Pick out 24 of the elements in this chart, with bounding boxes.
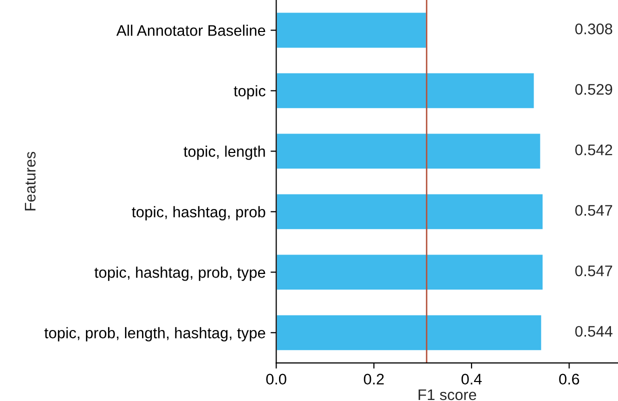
data-label: 0.542 bbox=[575, 144, 612, 156]
data-label: 0.547 bbox=[575, 204, 612, 216]
y-tick-label: topic, prob, length, hashtag, type bbox=[44, 327, 266, 342]
x-tick-label: 0.0 bbox=[266, 374, 286, 385]
data-label: 0.529 bbox=[575, 84, 612, 95]
x-tick-label: 0.6 bbox=[559, 374, 580, 385]
bar bbox=[276, 72, 536, 110]
data-label: 0.308 bbox=[575, 24, 612, 34]
bar bbox=[276, 253, 544, 292]
bar bbox=[276, 192, 544, 231]
y-tick-label: topic, hashtag, prob bbox=[132, 206, 266, 220]
y-tick-label: All Annotator Baseline bbox=[116, 24, 266, 36]
x-axis-title: F1 score bbox=[418, 390, 476, 400]
data-label: 0.547 bbox=[575, 265, 612, 276]
y-axis-title: Features bbox=[24, 152, 36, 210]
x-tick-label: 0.2 bbox=[364, 374, 384, 385]
x-tick-label: 0.4 bbox=[462, 374, 482, 385]
y-tick-label: topic, length bbox=[184, 146, 265, 160]
bar bbox=[276, 132, 542, 170]
y-tick-label: topic bbox=[234, 85, 266, 100]
data-label: 0.544 bbox=[575, 326, 612, 337]
bar bbox=[276, 11, 428, 50]
bar bbox=[276, 314, 543, 352]
y-tick-label: topic, hashtag, prob, type bbox=[94, 266, 266, 281]
